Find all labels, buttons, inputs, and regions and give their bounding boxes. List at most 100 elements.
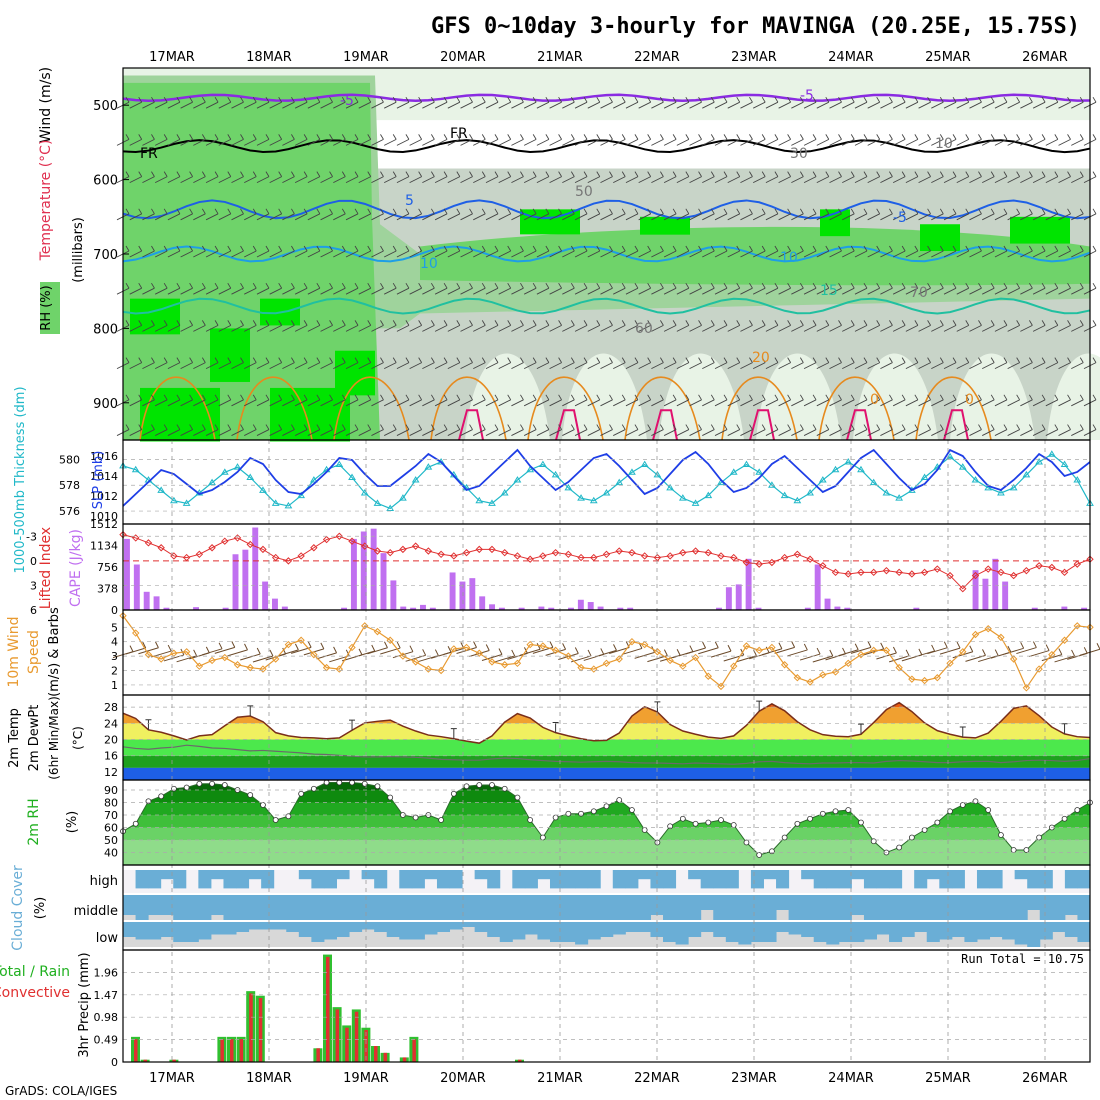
- cloud-cell: [462, 922, 476, 927]
- lifted-index-point: [1035, 562, 1043, 570]
- barb-upper: [473, 320, 486, 332]
- wind-speed-point: [780, 661, 789, 669]
- barb-upper: [842, 394, 855, 407]
- rh2m-point: [718, 817, 724, 823]
- barb-upper: [396, 171, 410, 184]
- lifted-index-point: [857, 568, 865, 577]
- contour-label: -5: [893, 210, 907, 226]
- wind-speed-point: [501, 661, 509, 669]
- lifted-index-point: [424, 547, 433, 555]
- precip-conv-bar: [258, 998, 263, 1062]
- cloud-cell: [600, 895, 614, 920]
- lifted-index-point: [691, 547, 700, 555]
- cape-bar: [972, 570, 979, 610]
- thickness-point: [755, 468, 764, 475]
- barb-upper: [1007, 171, 1021, 184]
- barb-upper: [142, 171, 155, 184]
- axis-text: GFS 0~10day 3-hourly for MAVINGA (20.25E…: [0, 14, 1084, 1098]
- barb-upper: [1032, 134, 1046, 146]
- tick-label-temp: 24: [104, 717, 118, 730]
- barb-upper: [320, 208, 333, 221]
- cloud-cell: [989, 922, 1003, 937]
- barb-upper: [600, 282, 613, 295]
- lifted-index-point: [768, 558, 776, 567]
- barb-upper: [969, 134, 982, 146]
- tick-label-slp: 1010: [90, 510, 118, 523]
- lifted-index-point: [348, 537, 356, 545]
- barb-upper: [727, 424, 741, 436]
- lifted-index-point: [551, 548, 560, 557]
- wind-speed-point: [221, 653, 229, 662]
- cloud-cell: [901, 922, 915, 937]
- barb-upper: [918, 208, 931, 221]
- panel-frames: [122, 67, 1091, 1063]
- barb-upper: [167, 394, 181, 407]
- barb-upper: [536, 171, 550, 184]
- rh2m-point: [870, 838, 877, 845]
- barb-upper: [803, 208, 817, 221]
- barb-upper: [689, 134, 702, 146]
- barb-upper: [982, 134, 995, 146]
- cloud-cell: [273, 922, 287, 930]
- barb-upper: [740, 424, 753, 436]
- barb-upper: [396, 96, 410, 109]
- tick-label-temp: 28: [104, 701, 118, 714]
- cape-bar: [627, 607, 634, 610]
- lifted-index-point: [819, 562, 827, 570]
- barb-upper: [689, 171, 702, 184]
- precip-conv-bar: [316, 1048, 320, 1062]
- cloud-cell: [939, 870, 953, 889]
- thickness-point: [335, 460, 344, 468]
- lifted-index-point: [144, 539, 153, 547]
- thickness-point: [640, 460, 649, 468]
- barb-upper: [676, 394, 690, 407]
- wind-speed-point: [946, 659, 954, 668]
- cloud-cell: [386, 922, 400, 937]
- lifted-index-point: [526, 555, 534, 563]
- barb-upper: [167, 282, 181, 295]
- barb-upper: [523, 282, 537, 295]
- lifted-index-point: [462, 548, 471, 557]
- barb-upper: [498, 320, 512, 332]
- barb-upper: [956, 320, 970, 332]
- cape-bar: [479, 596, 486, 610]
- barb-upper: [714, 357, 728, 370]
- cloud-cell: [449, 895, 463, 920]
- thickness-point: [1060, 460, 1069, 468]
- chart-title: GFS 0~10day 3-hourly for MAVINGA (20.25E…: [431, 14, 1080, 39]
- barb-upper: [956, 171, 970, 184]
- barb-upper: [294, 96, 308, 109]
- cloud-cell: [198, 922, 212, 940]
- rh-band-2: [123, 815, 1090, 828]
- barb-upper: [269, 282, 283, 295]
- wind-speed-point: [691, 653, 700, 662]
- wind-speed-point: [437, 666, 445, 675]
- cloud-cell: [487, 895, 501, 920]
- rh2m-point: [845, 807, 852, 813]
- barb-upper: [867, 208, 881, 221]
- barb-10m: [710, 644, 732, 658]
- barb-upper: [638, 171, 652, 184]
- cloud-cell: [587, 922, 601, 940]
- cloud-cell: [1039, 895, 1053, 920]
- cloud-cell: [499, 895, 513, 920]
- cloud-cell: [512, 895, 526, 920]
- tick-label-upper: 500: [93, 99, 118, 114]
- cloud-cell: [650, 870, 664, 889]
- barb-upper: [536, 134, 550, 146]
- precip-conv-bar: [143, 1059, 148, 1062]
- cloud-cell: [876, 922, 890, 935]
- barb-upper: [600, 424, 613, 436]
- barb-upper: [982, 245, 995, 258]
- barb-upper: [842, 134, 855, 146]
- contour-label: 10: [780, 250, 798, 266]
- barb-upper: [1045, 208, 1059, 221]
- date-label-top: 17MAR: [149, 50, 195, 65]
- lifted-index-point: [793, 550, 802, 559]
- barb-upper: [740, 394, 753, 407]
- barb-upper: [371, 171, 384, 184]
- tick-label-temp: 16: [104, 750, 118, 763]
- wind-speed-point: [182, 648, 191, 656]
- cloud-cell: [1064, 870, 1078, 889]
- barb-upper: [816, 357, 830, 370]
